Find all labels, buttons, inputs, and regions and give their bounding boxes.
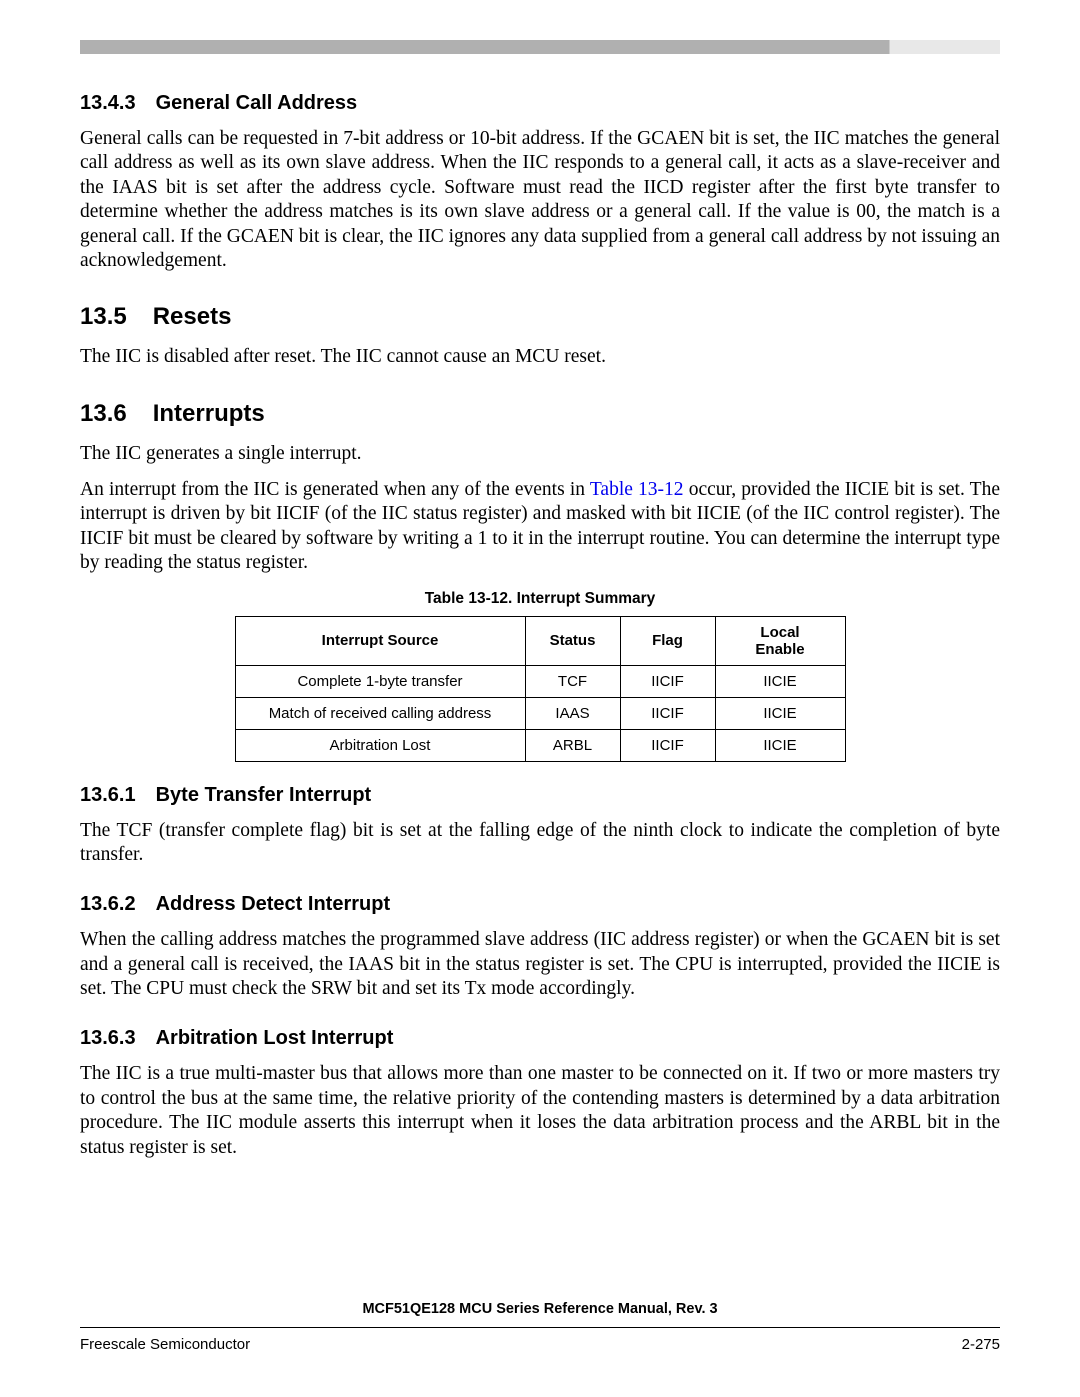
section-13-6-2: 13.6.2 Address Detect Interrupt When the …	[80, 893, 1000, 1001]
document-page: 13.4.3 General Call Address General calls…	[0, 0, 1080, 1212]
table-header-cell: Status	[525, 616, 620, 665]
section-title: Resets	[153, 303, 232, 330]
heading-13-6-1: 13.6.1 Byte Transfer Interrupt	[80, 784, 1000, 807]
heading-13-6-2: 13.6.2 Address Detect Interrupt	[80, 893, 1000, 916]
section-number: 13.6.1	[80, 784, 136, 807]
table-cross-reference-link[interactable]: Table 13-12	[590, 479, 684, 500]
section-13-6-3: 13.6.3 Arbitration Lost Interrupt The IIC…	[80, 1027, 1000, 1160]
heading-13-6: 13.6 Interrupts	[80, 400, 1000, 428]
paragraph: The IIC generates a single interrupt.	[80, 442, 1000, 466]
footer-document-title: MCF51QE128 MCU Series Reference Manual, …	[80, 1301, 1000, 1317]
table-header-cell: Flag	[620, 616, 715, 665]
table-cell: IICIF	[620, 729, 715, 761]
paragraph: General calls can be requested in 7-bit …	[80, 127, 1000, 273]
section-number: 13.6	[80, 400, 127, 428]
table-caption: Table 13-12. Interrupt Summary	[80, 590, 1000, 608]
table-cell: IICIE	[715, 665, 845, 697]
page-footer: MCF51QE128 MCU Series Reference Manual, …	[80, 1301, 1000, 1353]
paragraph: When the calling address matches the pro…	[80, 928, 1000, 1001]
section-title: Byte Transfer Interrupt	[156, 784, 372, 806]
text-before-link: An interrupt from the IIC is generated w…	[80, 479, 590, 500]
table-header-cell: Local Enable	[715, 616, 845, 665]
interrupt-summary-table: Interrupt Source Status Flag Local Enabl…	[235, 616, 846, 762]
section-13-5: 13.5 Resets The IIC is disabled after res…	[80, 303, 1000, 369]
paragraph: The IIC is a true multi-master bus that …	[80, 1062, 1000, 1160]
table-cell: IICIF	[620, 697, 715, 729]
heading-13-5: 13.5 Resets	[80, 303, 1000, 331]
table-row: Match of received calling address IAAS I…	[235, 697, 845, 729]
table-cell: TCF	[525, 665, 620, 697]
section-number: 13.4.3	[80, 92, 136, 115]
table-cell: IICIE	[715, 729, 845, 761]
section-number: 13.6.2	[80, 893, 136, 916]
footer-rule	[80, 1327, 1000, 1328]
table-cell: IAAS	[525, 697, 620, 729]
paragraph: The IIC is disabled after reset. The IIC…	[80, 345, 1000, 369]
section-13-6-1: 13.6.1 Byte Transfer Interrupt The TCF (t…	[80, 784, 1000, 868]
table-body: Complete 1-byte transfer TCF IICIF IICIE…	[235, 665, 845, 761]
table-cell: Complete 1-byte transfer	[235, 665, 525, 697]
table-cell: ARBL	[525, 729, 620, 761]
heading-13-4-3: 13.4.3 General Call Address	[80, 92, 1000, 115]
section-title: Interrupts	[153, 400, 265, 427]
footer-page-number: 2-275	[962, 1336, 1000, 1353]
paragraph-with-link: An interrupt from the IIC is generated w…	[80, 478, 1000, 576]
section-13-6: 13.6 Interrupts The IIC generates a singl…	[80, 400, 1000, 762]
section-number: 13.5	[80, 303, 127, 331]
table-cell: Match of received calling address	[235, 697, 525, 729]
section-number: 13.6.3	[80, 1027, 136, 1050]
section-title: Arbitration Lost Interrupt	[156, 1027, 394, 1049]
table-header-cell: Interrupt Source	[235, 616, 525, 665]
header-accent-bar	[80, 40, 1000, 54]
table-row: Complete 1-byte transfer TCF IICIF IICIE	[235, 665, 845, 697]
table-cell: Arbitration Lost	[235, 729, 525, 761]
table-cell: IICIE	[715, 697, 845, 729]
footer-bottom-row: Freescale Semiconductor 2-275	[80, 1336, 1000, 1353]
section-title: Address Detect Interrupt	[156, 893, 391, 915]
footer-company-name: Freescale Semiconductor	[80, 1336, 250, 1353]
table-cell: IICIF	[620, 665, 715, 697]
section-13-4-3: 13.4.3 General Call Address General calls…	[80, 92, 1000, 273]
table-row: Arbitration Lost ARBL IICIF IICIE	[235, 729, 845, 761]
table-header-row: Interrupt Source Status Flag Local Enabl…	[235, 616, 845, 665]
heading-13-6-3: 13.6.3 Arbitration Lost Interrupt	[80, 1027, 1000, 1050]
paragraph: The TCF (transfer complete flag) bit is …	[80, 819, 1000, 868]
section-title: General Call Address	[156, 92, 358, 114]
